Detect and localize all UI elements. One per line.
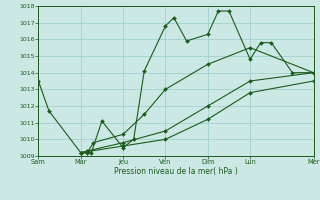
X-axis label: Pression niveau de la mer( hPa ): Pression niveau de la mer( hPa ) [114,167,238,176]
